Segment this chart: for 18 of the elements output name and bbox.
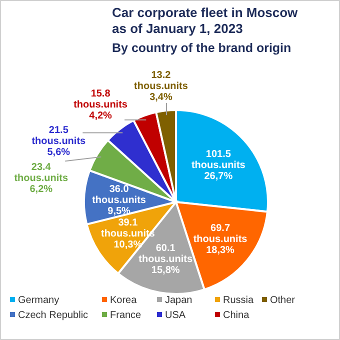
data-label: 69.7 thous.units 18,3% [193, 222, 248, 256]
data-label: 21.5 thous.units 5,6% [32, 125, 86, 158]
data-label: 101.5 thous.units 26,7% [191, 148, 246, 182]
data-label: 15.8 thous.units 4,2% [74, 88, 128, 122]
data-label: 23.4 thous.units 6,2% [14, 162, 68, 196]
legend-label: France [110, 310, 142, 321]
data-label: 36.0 thous.units 9,5% [92, 184, 146, 218]
legend-label: China [223, 310, 250, 321]
legend-label: Korea [110, 295, 138, 306]
legend-label: Russia [223, 295, 254, 306]
chart-subtitle: By country of the brand origin [112, 41, 292, 55]
legend-label: Germany [18, 295, 60, 306]
legend-label: USA [165, 310, 186, 321]
data-label: 13.2 thous.units 3,4% [134, 70, 188, 103]
legend-label: Czech Republic [18, 310, 88, 321]
chart-title: Car corporate fleet in Moscow as of January 1, 2023 [112, 5, 299, 36]
legend-label: Japan [165, 295, 192, 306]
legend-label: Other [270, 295, 296, 306]
